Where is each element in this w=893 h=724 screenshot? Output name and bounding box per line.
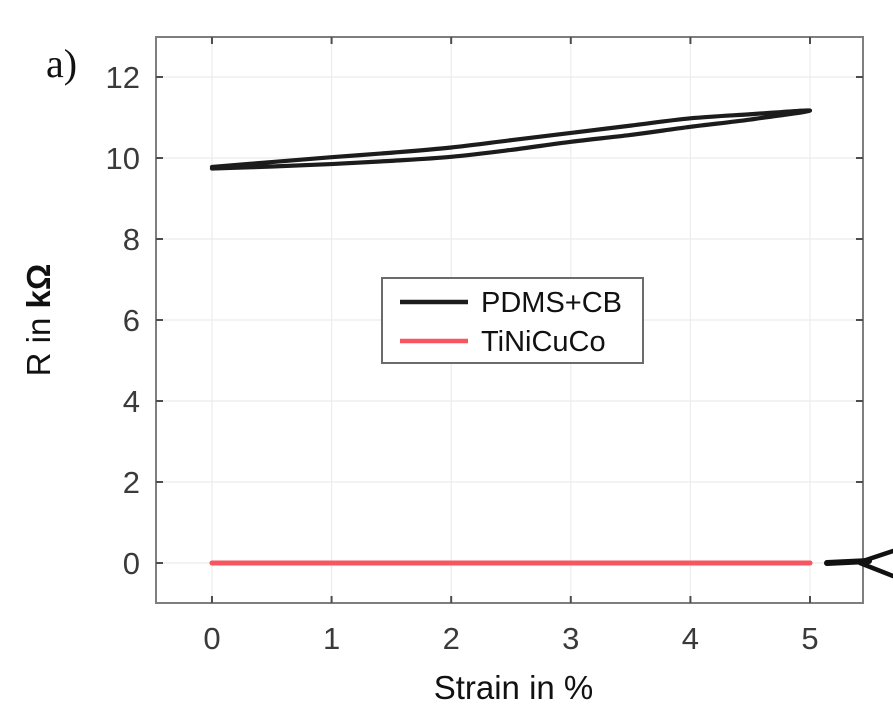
x-tick-label: 5 <box>801 621 818 656</box>
legend-entry-label: TiNiCuCo <box>481 326 606 358</box>
series-group <box>209 108 813 566</box>
x-axis-label: Strain in % <box>434 669 594 706</box>
legend-entry-label: PDMS+CB <box>481 287 622 319</box>
panel-label: a) <box>46 41 78 86</box>
x-tick-label: 1 <box>323 621 340 656</box>
series-line-pdms-cb <box>209 108 813 171</box>
y-tick-label: 12 <box>106 60 140 95</box>
x-tick-label: 0 <box>203 621 220 656</box>
y-tick-label: 4 <box>123 384 140 419</box>
y-tick-label: 10 <box>106 141 140 176</box>
pointer-line <box>857 548 893 565</box>
y-tick-label: 8 <box>123 222 140 257</box>
x-tick-label: 2 <box>443 621 460 656</box>
y-axis-label: R in kΩ <box>20 264 57 377</box>
y-tick-label: 2 <box>123 465 140 500</box>
legend: PDMS+CB TiNiCuCo <box>381 277 644 364</box>
legend-box <box>381 277 644 364</box>
pointer-line <box>857 560 893 579</box>
x-tick-label: 4 <box>682 621 699 656</box>
x-tick-label: 3 <box>562 621 579 656</box>
arrow-tail-pointer <box>824 548 893 579</box>
y-tick-label: 6 <box>123 303 140 338</box>
gridlines <box>156 37 863 603</box>
tick-marks <box>156 37 863 603</box>
y-tick-label: 0 <box>123 546 140 581</box>
